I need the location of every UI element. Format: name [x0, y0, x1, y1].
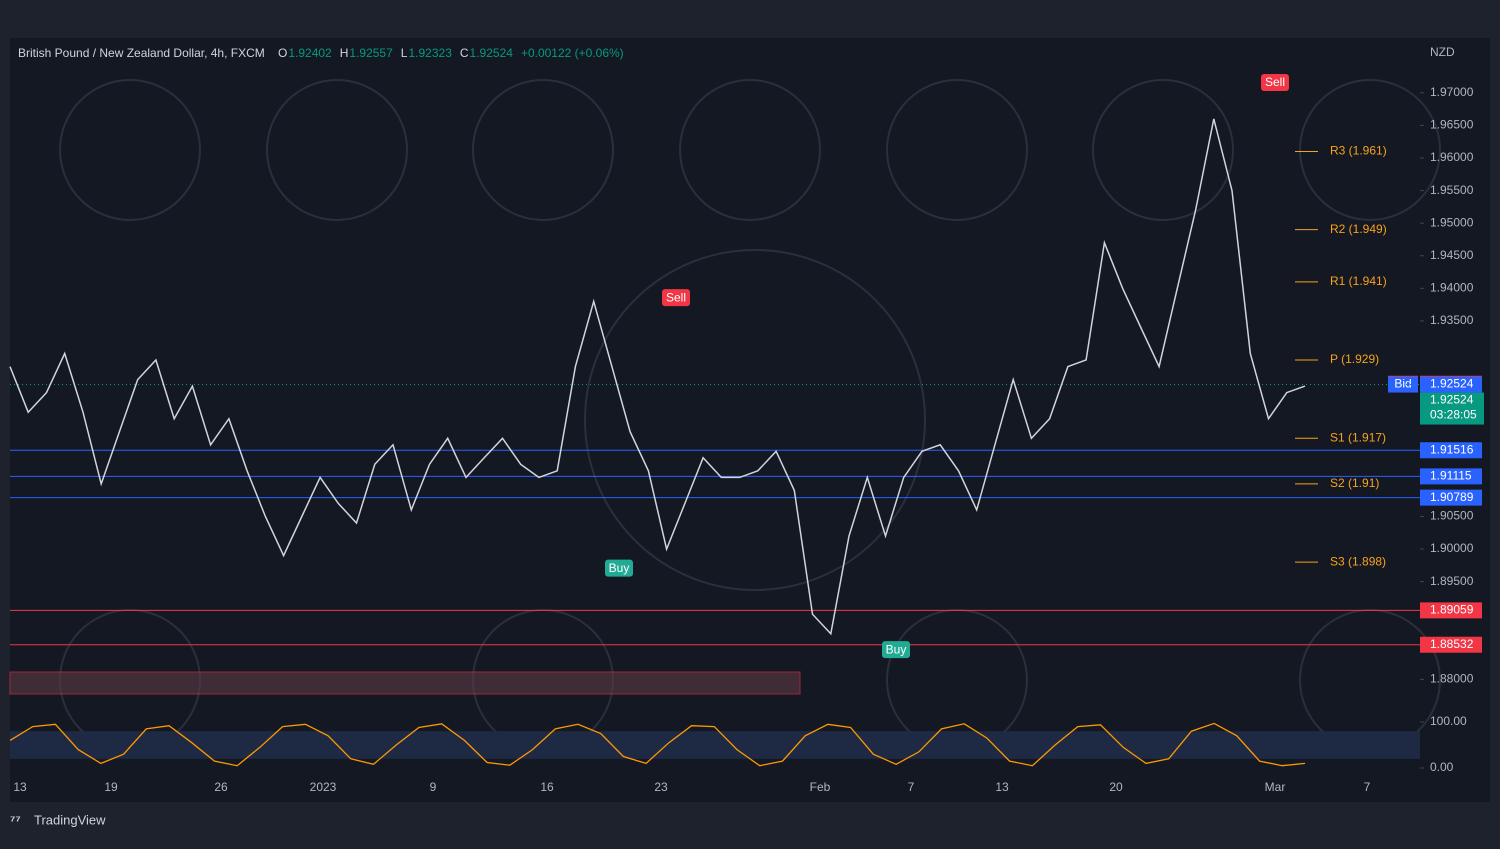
x-tick-label: 2023	[310, 780, 337, 794]
price-tag	[1420, 376, 1482, 393]
x-tick-label: 23	[654, 780, 668, 794]
y-tick-label: 1.94500	[1430, 248, 1474, 262]
signal-badge	[605, 559, 633, 577]
x-tick-label: Feb	[810, 780, 831, 794]
ohlc-value: 1.92524	[470, 46, 514, 60]
ohlc-key: H	[340, 46, 349, 60]
price-line	[9, 118, 1306, 636]
signal-label: Sell	[1265, 75, 1285, 89]
ohlc-key: C	[460, 46, 469, 60]
ohlc-value: 1.92323	[408, 46, 452, 60]
signal-label: Sell	[666, 290, 686, 304]
countdown: 03:28:05	[1430, 408, 1477, 422]
x-tick-label: 19	[104, 780, 118, 794]
signal-badge	[662, 289, 690, 307]
pivot-label: R3 (1.961)	[1330, 144, 1387, 158]
x-tick-label: 16	[540, 780, 554, 794]
signal-label: Buy	[609, 561, 630, 575]
y-tick-label: 1.89500	[1430, 574, 1474, 588]
last-price-tag	[1420, 392, 1484, 425]
x-tick-label: 26	[214, 780, 228, 794]
logo: ⁷⁷	[10, 812, 21, 827]
y-tick-label: 1.94000	[1430, 281, 1474, 295]
chart-title: British Pound / New Zealand Dollar, 4h, …	[18, 46, 265, 60]
x-tick-label: 20	[1109, 780, 1123, 794]
y-tick-label: 1.90000	[1430, 541, 1474, 555]
signal-badge	[1261, 74, 1289, 92]
x-tick-label: 13	[995, 780, 1009, 794]
osc-tick-label: 100.00	[1430, 714, 1467, 728]
y-tick-label: 1.93500	[1430, 313, 1474, 327]
x-tick-label: 9	[430, 780, 437, 794]
x-tick-label: 7	[908, 780, 915, 794]
price-tag-label: 1.92524	[1430, 377, 1474, 391]
y-tick-label: 1.95500	[1430, 183, 1474, 197]
currency: NZD	[1430, 45, 1455, 59]
price-tag-label: 1.91516	[1430, 442, 1474, 456]
price-tag-label: 1.88532	[1430, 637, 1474, 651]
price-tag	[1420, 489, 1482, 506]
osc-tick-label: 0.00	[1430, 760, 1454, 774]
tag-badge	[1388, 376, 1418, 393]
price-tag-label: 1.90789	[1430, 490, 1474, 504]
x-tick-label: 13	[13, 780, 27, 794]
y-tick-label: 1.88000	[1430, 672, 1474, 686]
y-tick-label: 1.97000	[1430, 85, 1474, 99]
x-tick-label: 7	[1364, 780, 1371, 794]
y-tick-label: 1.95000	[1430, 215, 1474, 229]
ohlc-value: 1.92402	[288, 46, 332, 60]
ohlc-key: L	[401, 46, 408, 60]
pivot-label: S3 (1.898)	[1330, 554, 1386, 568]
ohlc-key: O	[278, 46, 287, 60]
change: +0.00122 (+0.06%)	[521, 46, 624, 60]
osc-band	[10, 731, 1420, 759]
pivot-label: R2 (1.949)	[1330, 222, 1387, 236]
price-tag	[1420, 468, 1482, 485]
pivot-label: S2 (1.91)	[1330, 476, 1379, 490]
price-tag-label: 1.91115	[1430, 469, 1472, 483]
signal-badge	[882, 641, 910, 659]
x-tick-label: Mar	[1265, 780, 1286, 794]
brand: TradingView	[34, 812, 106, 827]
pivot-label: R1 (1.941)	[1330, 274, 1387, 288]
y-tick-label: 1.96500	[1430, 118, 1474, 132]
y-tick-label: 1.96000	[1430, 150, 1474, 164]
price-tag	[1420, 442, 1482, 459]
y-tick-label: 1.90500	[1430, 509, 1474, 523]
oscillator-line	[9, 722, 1306, 767]
ohlc-value: 1.92557	[349, 46, 393, 60]
pivot-label: S1 (1.917)	[1330, 430, 1386, 444]
price-tag	[1420, 602, 1482, 619]
zone	[9, 671, 801, 695]
price-tag	[1420, 636, 1482, 653]
tag-label: Bid	[1394, 377, 1411, 391]
price-tag-label: 1.89059	[1430, 603, 1474, 617]
signal-label: Buy	[886, 642, 907, 656]
pivot-label: P (1.929)	[1330, 352, 1379, 366]
last-price-label: 1.92524	[1430, 393, 1474, 407]
